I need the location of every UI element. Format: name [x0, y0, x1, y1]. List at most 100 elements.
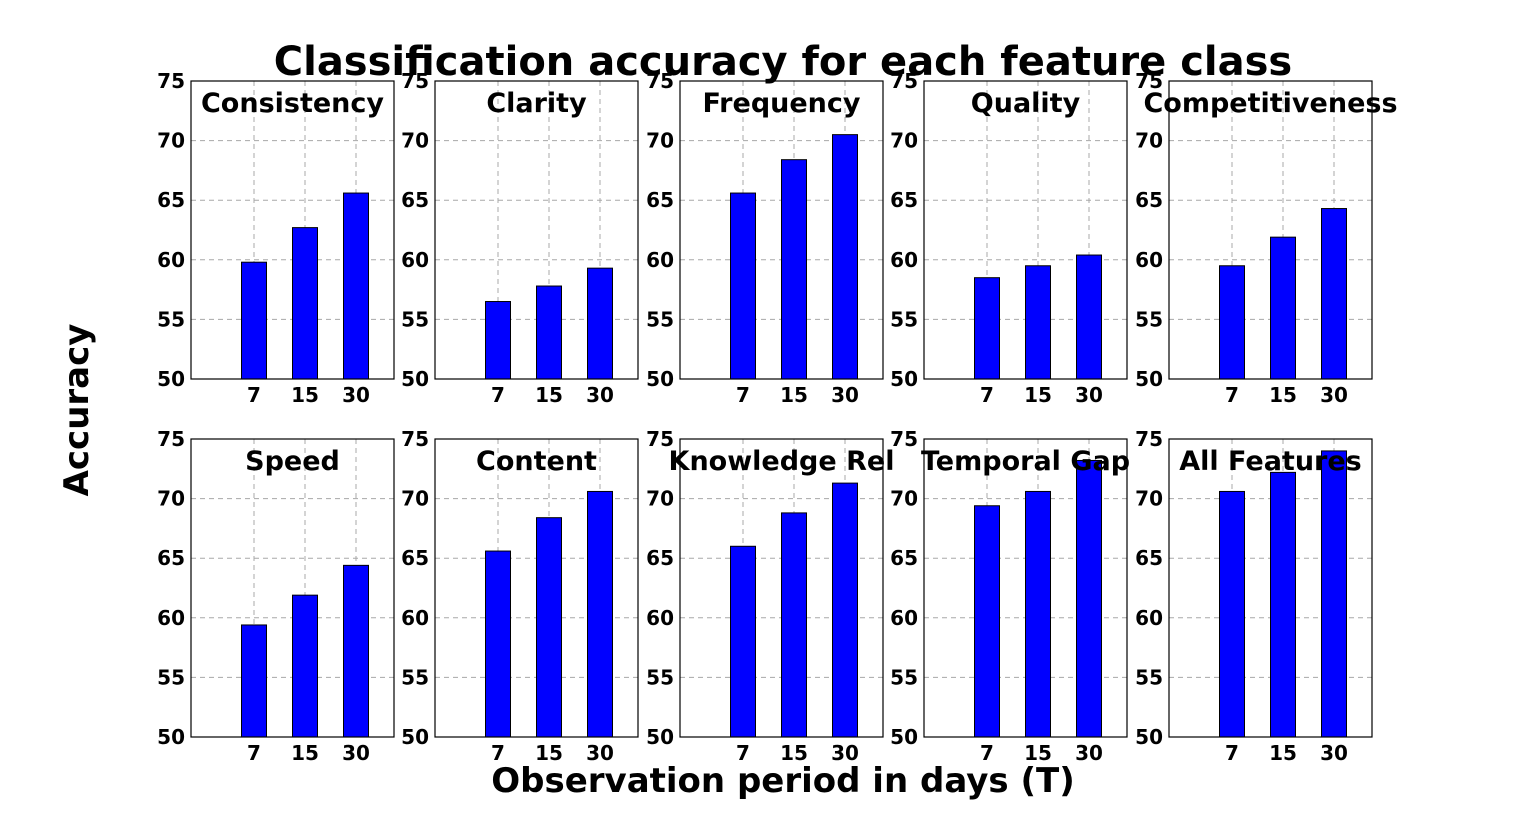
y-tick-label: 55 [157, 307, 185, 331]
y-tick-label: 75 [890, 427, 918, 451]
bar [1219, 265, 1245, 380]
y-tick-label: 70 [890, 129, 918, 153]
x-tick-label: 30 [1075, 741, 1103, 765]
y-tick-label: 70 [890, 487, 918, 511]
x-tick-label: 7 [736, 383, 750, 407]
y-tick-label: 55 [1135, 307, 1163, 331]
bar [536, 517, 562, 738]
y-tick-label: 60 [646, 248, 674, 272]
x-tick-label: 30 [1320, 383, 1348, 407]
bar [292, 227, 318, 380]
panel-title: Competitiveness [1143, 88, 1397, 119]
panel-title: Quality [971, 88, 1081, 119]
panel-title: Content [476, 446, 597, 477]
y-tick-label: 65 [1135, 188, 1163, 212]
y-tick-label: 65 [646, 188, 674, 212]
bar [730, 545, 756, 738]
x-tick-label: 30 [831, 741, 859, 765]
y-tick-label: 65 [401, 188, 429, 212]
x-axis-label: Observation period in days (T) [491, 761, 1075, 801]
y-tick-label: 60 [157, 606, 185, 630]
x-tick-label: 30 [342, 741, 370, 765]
y-tick-label: 55 [157, 665, 185, 689]
bar [1025, 265, 1051, 380]
bar [587, 490, 613, 738]
x-tick-label: 7 [491, 383, 505, 407]
x-tick-label: 30 [342, 383, 370, 407]
panel-title: Clarity [486, 88, 587, 119]
y-tick-label: 70 [646, 487, 674, 511]
plot-frame [1168, 438, 1373, 738]
y-tick-label: 60 [1135, 248, 1163, 272]
x-tick-label: 15 [1269, 741, 1297, 765]
y-tick-label: 60 [1135, 606, 1163, 630]
y-tick-label: 75 [401, 427, 429, 451]
plot-frame [1168, 80, 1373, 380]
panel-title: Speed [245, 446, 340, 477]
bar [832, 134, 858, 380]
y-tick-label: 65 [157, 188, 185, 212]
y-tick-label: 65 [646, 546, 674, 570]
bar [485, 550, 511, 738]
x-tick-label: 30 [1320, 741, 1348, 765]
plot-frame [190, 80, 395, 380]
x-tick-label: 7 [491, 741, 505, 765]
panel-title: Consistency [201, 88, 384, 119]
y-tick-label: 75 [157, 69, 185, 93]
bar [1025, 490, 1051, 738]
bar [241, 624, 267, 738]
bar [1270, 236, 1296, 380]
y-tick-label: 70 [401, 487, 429, 511]
x-tick-label: 7 [247, 383, 261, 407]
y-axis-label: Accuracy [57, 324, 97, 497]
x-tick-label: 30 [586, 741, 614, 765]
subplot-panel: 50 55 60 65 70 75 7 15 30 Content [401, 427, 639, 765]
y-tick-label: 75 [1135, 69, 1163, 93]
subplot-panel: 50 55 60 65 70 75 7 15 30 Quality [890, 69, 1128, 407]
bar [241, 261, 267, 380]
subplot-panel: 50 55 60 65 70 75 7 15 30 Speed [157, 427, 395, 765]
y-tick-label: 50 [157, 367, 185, 391]
plot-frame [923, 438, 1128, 738]
plot-frame [434, 80, 639, 380]
x-tick-label: 7 [736, 741, 750, 765]
y-tick-label: 75 [157, 427, 185, 451]
y-tick-label: 70 [646, 129, 674, 153]
y-tick-label: 60 [401, 606, 429, 630]
y-tick-label: 50 [401, 725, 429, 749]
x-tick-label: 7 [980, 383, 994, 407]
y-tick-label: 50 [1135, 367, 1163, 391]
subplot-panel: 50 55 60 65 70 75 7 15 30 All Features [1135, 427, 1373, 765]
bar [292, 594, 318, 738]
bar [1270, 471, 1296, 738]
y-tick-label: 50 [890, 367, 918, 391]
bar [587, 267, 613, 380]
bar [343, 564, 369, 738]
bar [1076, 459, 1102, 738]
plot-frame [679, 80, 884, 380]
x-tick-label: 7 [1225, 741, 1239, 765]
y-tick-label: 75 [646, 427, 674, 451]
x-tick-label: 15 [291, 741, 319, 765]
subplot-panel: 50 55 60 65 70 75 7 15 30 Knowledge Rel [646, 427, 894, 765]
y-tick-label: 75 [401, 69, 429, 93]
x-tick-label: 15 [780, 383, 808, 407]
y-tick-label: 60 [401, 248, 429, 272]
y-tick-label: 60 [646, 606, 674, 630]
y-tick-label: 55 [646, 307, 674, 331]
x-tick-label: 15 [535, 741, 563, 765]
plot-frame [923, 80, 1128, 380]
y-tick-label: 50 [401, 367, 429, 391]
y-tick-label: 55 [890, 307, 918, 331]
x-tick-label: 15 [780, 741, 808, 765]
bar [781, 512, 807, 738]
y-tick-label: 70 [401, 129, 429, 153]
y-tick-label: 65 [1135, 546, 1163, 570]
y-tick-label: 75 [890, 69, 918, 93]
y-tick-label: 50 [646, 367, 674, 391]
y-tick-label: 55 [646, 665, 674, 689]
bar [781, 159, 807, 380]
y-tick-label: 65 [890, 546, 918, 570]
y-tick-label: 70 [1135, 487, 1163, 511]
